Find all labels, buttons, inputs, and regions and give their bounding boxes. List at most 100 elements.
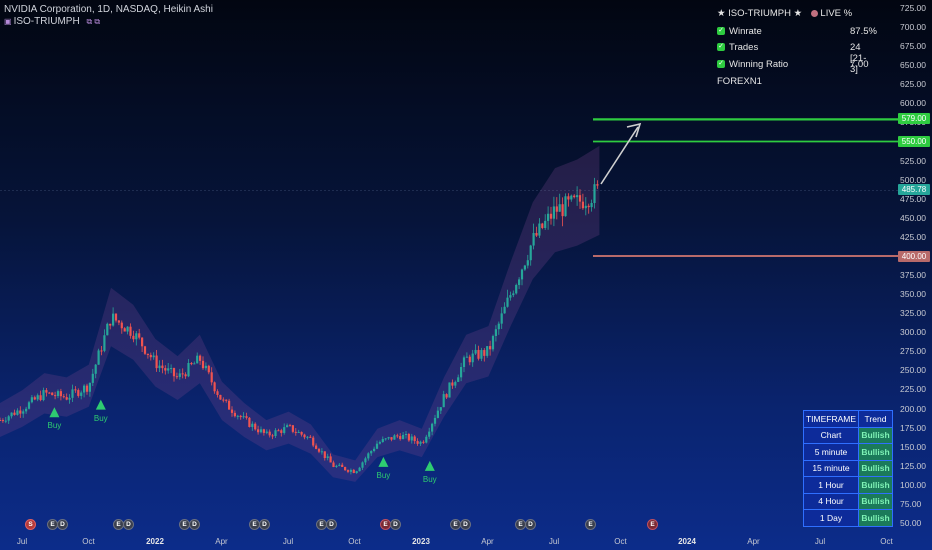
candle-body [518,279,521,285]
candle-body [88,382,91,392]
indicator-header[interactable]: ▣ ISO-TRIUMPH ⧉ ⧉ [4,16,100,27]
y-tick-label: 700.00 [900,22,926,33]
check-icon: ✓ [717,27,725,36]
indicator-settings-icon[interactable]: ⧉ ⧉ [86,17,101,26]
table-row: Chart Bullish [803,426,893,444]
candle-body [170,368,173,370]
x-tick-label: Oct [82,537,95,546]
candle-body [317,448,321,452]
candle-body [349,469,352,472]
y-tick-label: 425.00 [900,231,926,242]
candle-body [457,377,460,382]
dividend-icon[interactable]: D [460,519,471,530]
candle-body [581,201,584,209]
dividend-icon[interactable]: D [189,519,200,530]
tf-cell: 15 minute [803,459,859,477]
candle-body [10,412,13,417]
candle-body [297,431,300,433]
candle-body [172,368,176,377]
candle-body [7,416,10,421]
candle-body [39,395,42,401]
candle-body [201,360,205,369]
arrow-head-icon [626,122,642,138]
candle-body [576,195,579,198]
y-tick-label: 75.00 [900,498,922,509]
indicator-icon: ▣ [4,17,12,26]
earnings-icon[interactable]: E [585,519,596,530]
x-tick-label: Oct [880,537,893,546]
tf-cell: 4 Hour [803,492,859,510]
candle-body [404,434,408,436]
candle-body [216,391,219,395]
candle-body [567,196,570,200]
earnings-icon[interactable]: E [647,519,658,530]
candle-body [352,469,355,474]
cloud-band [0,145,600,482]
buy-arrow-icon [424,460,435,471]
candle-body [132,335,135,340]
live-label: LIVE % [820,8,853,19]
tf-cell: 5 minute [803,443,859,461]
candle-body [422,441,425,443]
candle-body [483,350,486,356]
candle-body [320,451,323,453]
candle-body [274,430,277,437]
dividend-icon[interactable]: D [259,519,270,530]
candle-body [402,434,405,440]
candle-body [97,350,100,365]
dividend-icon[interactable]: D [326,519,337,530]
dividend-icon[interactable]: D [390,519,401,530]
candle-body [509,295,512,298]
candle-body [1,420,4,422]
candle-body [570,195,573,200]
candle-body [564,196,567,217]
candle-body [91,373,94,383]
candle-body [213,382,216,392]
candle-body [4,420,7,422]
trend-cell: Bullish [858,509,893,527]
candle-body [106,323,109,336]
y-tick-label: 525.00 [900,155,926,166]
dividend-icon[interactable]: D [525,519,536,530]
candle-body [541,223,544,228]
candle-body [45,390,48,393]
candle-body [346,470,350,472]
candle-body [100,350,103,352]
dividend-icon[interactable]: D [123,519,134,530]
tp2-price-tag: 550.00 [898,136,930,147]
split-icon[interactable]: S [25,519,36,530]
candle-body [257,429,260,433]
check-icon: ✓ [717,43,725,52]
stop-price-tag: 400.00 [898,251,930,262]
x-tick-label: 2022 [146,537,164,546]
candle-body [309,436,312,438]
candle-body [42,390,45,401]
x-tick-label: Apr [747,537,760,546]
header-timeframe: TIMEFRAME [803,410,859,428]
trend-cell: Bullish [858,426,893,444]
candle-body [71,389,74,398]
trend-cell: Bullish [858,459,893,477]
stats-title: ★ ISO-TRIUMPH ★ [717,8,803,19]
candle-body [529,245,532,261]
y-tick-label: 300.00 [900,327,926,338]
stats-footer: FOREXN1 [717,76,762,87]
candle-body [344,466,347,471]
table-row: 15 minute Bullish [803,459,893,477]
candle-body [506,297,509,307]
candle-body [268,431,271,436]
candle-body [262,429,265,433]
candle-body [123,328,126,332]
candle-body [480,350,483,359]
candle-body [161,365,164,369]
candle-body [358,467,361,472]
y-tick-label: 375.00 [900,270,926,281]
indicator-name: ISO-TRIUMPH [13,16,80,27]
candle-body [332,462,335,467]
candle-body [149,354,152,358]
candle-body [259,429,263,433]
y-tick-label: 175.00 [900,422,926,433]
candle-body [497,323,500,330]
dividend-icon[interactable]: D [57,519,68,530]
